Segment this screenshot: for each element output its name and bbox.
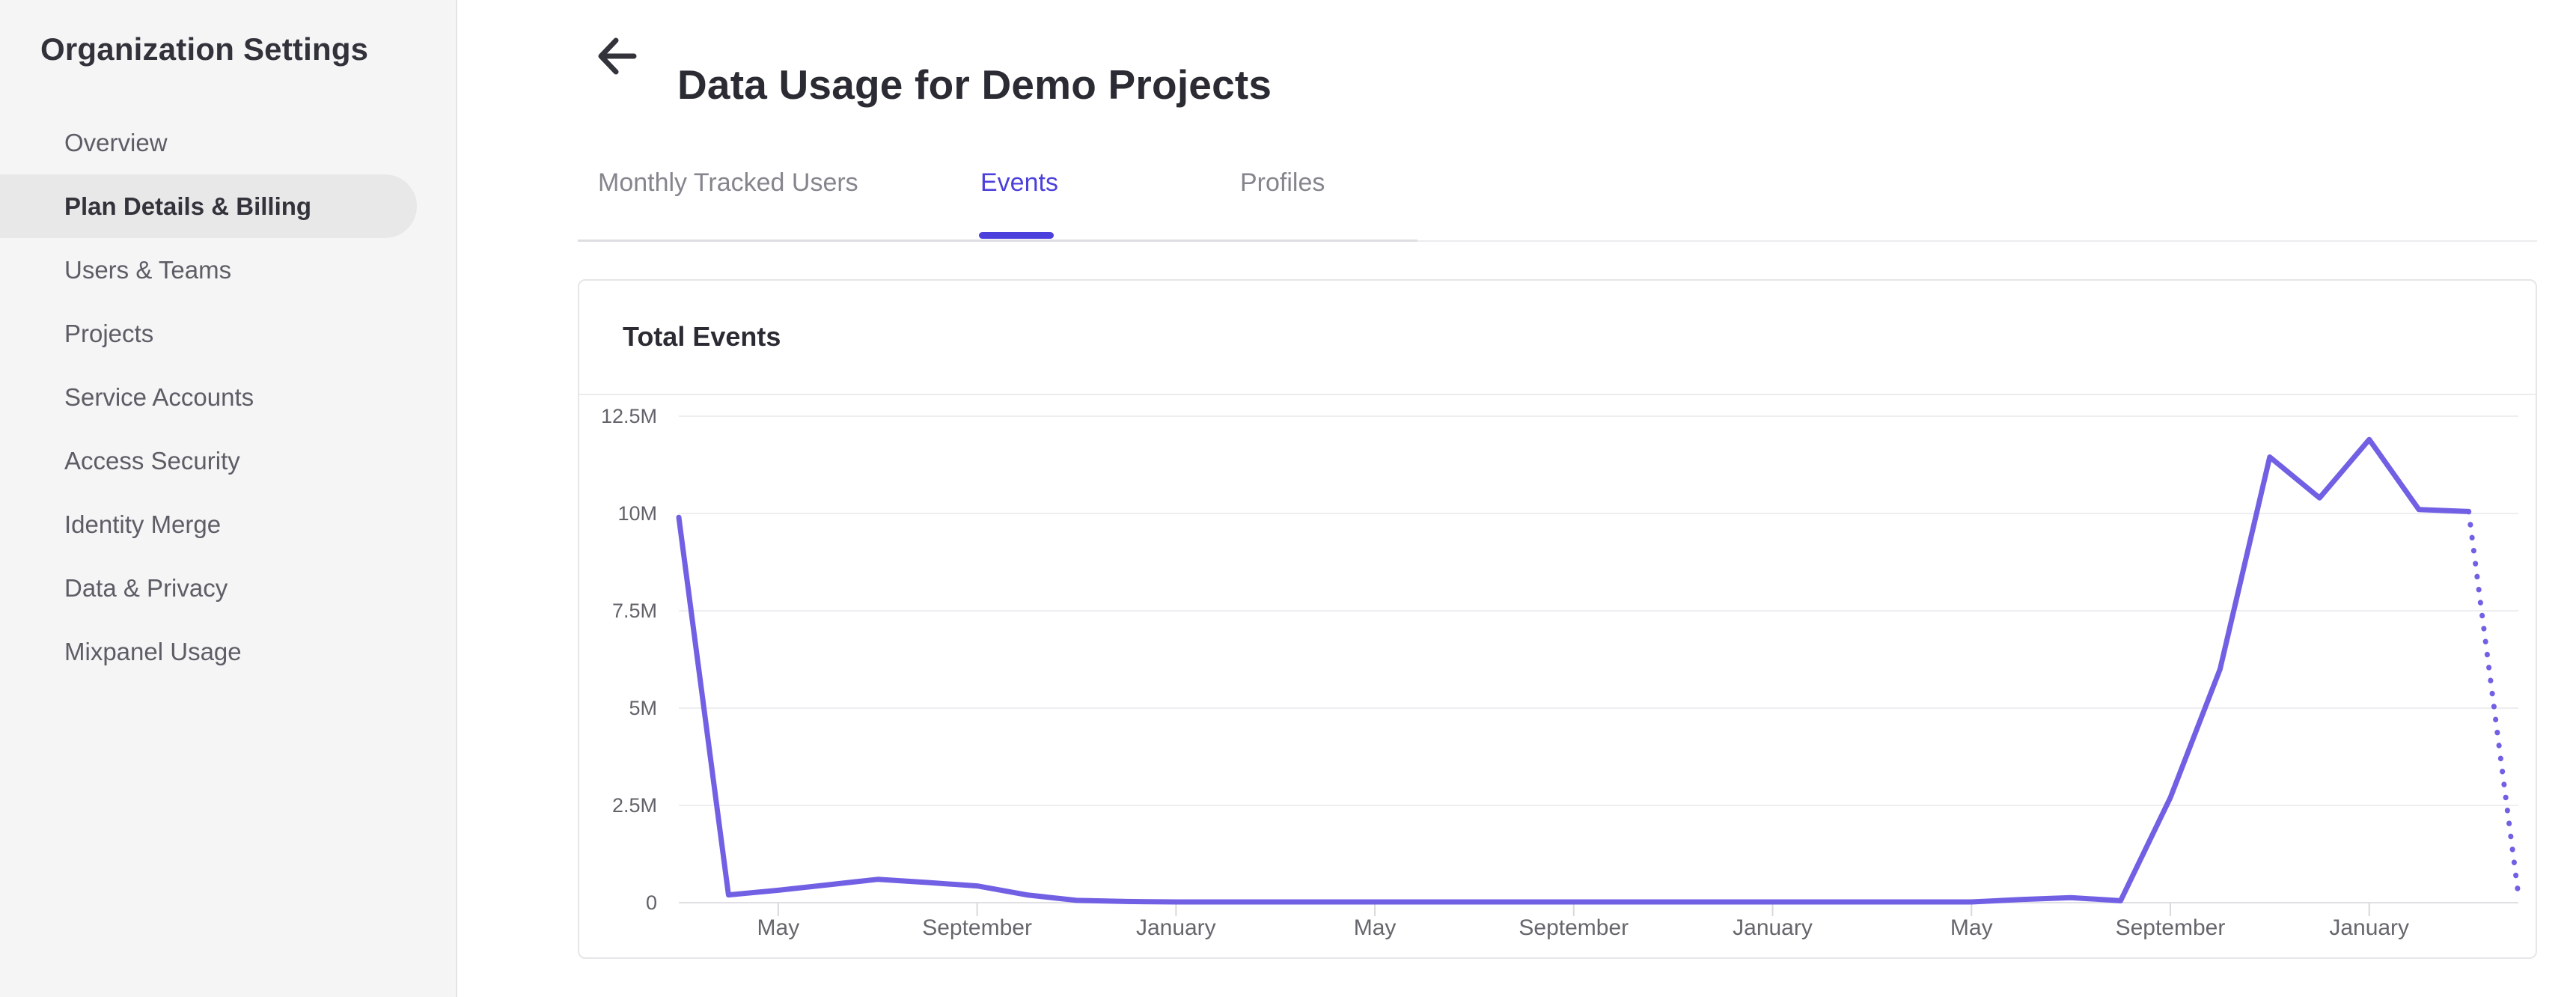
- tab-monthly-tracked-users[interactable]: Monthly Tracked Users: [598, 168, 858, 197]
- y-axis-label: 7.5M: [611, 600, 657, 622]
- tab-profiles[interactable]: Profiles: [1240, 168, 1325, 197]
- sidebar-title: Organization Settings: [40, 31, 369, 67]
- tab-strip-divider: [578, 240, 1417, 242]
- events-line-projected[interactable]: [2466, 508, 2521, 898]
- sidebar-item-data-privacy[interactable]: Data & Privacy: [64, 573, 228, 602]
- events-chart-svg[interactable]: [579, 281, 2536, 957]
- card-header-divider: [579, 394, 2536, 395]
- y-axis-label: 5M: [629, 697, 657, 719]
- total-events-card: Total Events 12.5M 10M 7.5M 5M 2.5M 0 Ma…: [578, 279, 2537, 959]
- y-axis-label: 2.5M: [611, 794, 657, 817]
- x-axis-label: January: [1733, 915, 1813, 940]
- x-axis-label: September: [2115, 915, 2226, 940]
- y-axis-label: 10M: [617, 502, 657, 525]
- active-tab-indicator: [979, 232, 1054, 239]
- sidebar-item-projects[interactable]: Projects: [64, 319, 154, 347]
- sidebar-item-service-accounts[interactable]: Service Accounts: [64, 382, 254, 411]
- back-button[interactable]: [590, 30, 644, 84]
- sidebar-nav: Overview Plan Details & Billing Users & …: [0, 111, 456, 683]
- chart-title: Total Events: [623, 321, 781, 352]
- sidebar-item-users-teams[interactable]: Users & Teams: [64, 255, 232, 284]
- sidebar: Organization Settings Overview Plan Deta…: [0, 0, 457, 997]
- content-divider: [1417, 240, 2537, 242]
- sidebar-item-identity-merge[interactable]: Identity Merge: [64, 510, 222, 538]
- sidebar-item-access-security[interactable]: Access Security: [64, 446, 240, 475]
- x-axis-label: September: [922, 915, 1032, 940]
- x-axis-label: May: [757, 915, 800, 940]
- left-arrow-icon: [592, 37, 641, 83]
- sidebar-item-mixpanel-usage[interactable]: Mixpanel Usage: [64, 637, 242, 665]
- x-axis-label: January: [1135, 915, 1216, 940]
- x-axis-label: September: [1519, 915, 1629, 940]
- y-axis-label: 0: [645, 891, 657, 914]
- page-title: Data Usage for Demo Projects: [677, 61, 1272, 108]
- x-axis-label: May: [1950, 915, 1993, 940]
- sidebar-item-plan-details-billing[interactable]: Plan Details & Billing: [0, 174, 417, 238]
- tab-events[interactable]: Events: [980, 168, 1058, 197]
- x-axis-label: January: [2329, 915, 2410, 940]
- x-axis-label: May: [1353, 915, 1397, 940]
- y-axis-label: 12.5M: [600, 405, 657, 427]
- events-line[interactable]: [676, 436, 2472, 905]
- sidebar-item-overview[interactable]: Overview: [64, 128, 168, 156]
